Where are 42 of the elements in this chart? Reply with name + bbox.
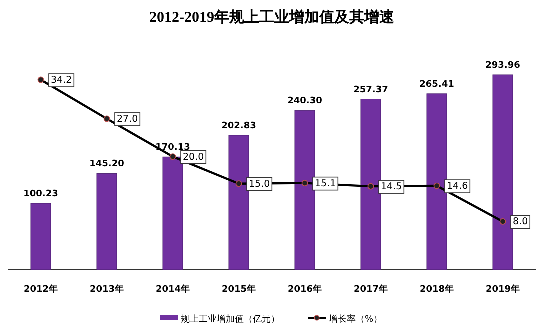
data-label: 293.96	[486, 61, 520, 71]
bar	[162, 156, 184, 270]
x-tick-label: 2019年	[486, 284, 520, 295]
data-label: 15.0	[249, 178, 270, 190]
x-tick-label: 2012年	[24, 284, 58, 295]
data-label: 8.0	[513, 216, 528, 228]
data-label: 34.2	[51, 75, 72, 86]
bar	[426, 94, 448, 270]
point	[170, 154, 176, 160]
data-label: 257.37	[354, 85, 388, 96]
data-label: 202.83	[222, 121, 256, 132]
data-label: 20.0	[183, 152, 204, 163]
x-tick-label: 2016年	[288, 284, 322, 295]
data-label: 240.30	[288, 96, 322, 107]
x-tick-label: 2015年	[222, 284, 256, 295]
x-tick-label: 2018年	[420, 284, 454, 295]
data-label: 145.20	[90, 160, 124, 170]
data-label: 15.1	[315, 178, 336, 190]
x-tick-label: 2013年	[90, 284, 124, 295]
data-label: 27.0	[117, 114, 138, 125]
bar	[294, 110, 316, 270]
bar	[492, 74, 514, 270]
legend-label: 规上工业增加值（亿元）	[181, 314, 280, 325]
x-tick-label: 2014年	[156, 284, 190, 295]
data-label: 265.41	[420, 80, 454, 90]
data-label: 100.23	[24, 190, 58, 200]
point	[302, 180, 308, 187]
point	[368, 183, 374, 190]
chart-title: 2012-2019年规上工业增加值及其增速	[150, 9, 396, 26]
data-label: 14.6	[447, 181, 468, 192]
point	[500, 218, 506, 225]
point	[104, 116, 110, 122]
bar	[30, 203, 52, 270]
point	[236, 180, 242, 188]
point	[434, 182, 440, 190]
point	[38, 76, 44, 84]
bar	[360, 99, 382, 270]
legend-label: 增长率（%）	[328, 314, 383, 325]
x-tick-label: 2017年	[354, 284, 388, 295]
bar	[228, 135, 250, 270]
data-label: 14.5	[381, 182, 402, 193]
bar	[96, 173, 118, 270]
